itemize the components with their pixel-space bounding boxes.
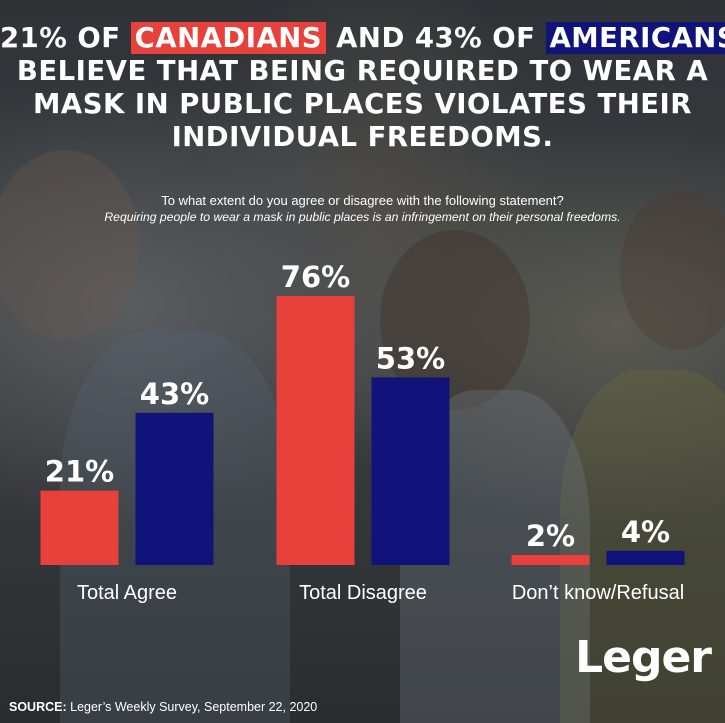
americans-highlight: AMERICANS	[545, 22, 725, 54]
data-label-americans-2: 53%	[376, 341, 445, 375]
source-note: SOURCE: Leger’s Weekly Survey, September…	[9, 700, 317, 714]
bar-canadians-1	[40, 490, 119, 565]
source-label: SOURCE:	[9, 700, 67, 714]
data-label-canadians-1: 21%	[45, 455, 114, 489]
data-label-canadians-3: 2%	[526, 519, 575, 553]
leger-logo: Leger	[575, 632, 712, 683]
headline-text: AND 43% OF	[326, 22, 546, 54]
background-photo-shape	[620, 190, 725, 350]
headline-line-1: 21% OF CANADIANS AND 43% OF AMERICANS	[0, 22, 725, 55]
bar-americans-1	[135, 412, 214, 565]
background-photo-shape	[0, 150, 140, 340]
survey-question: To what extent do you agree or disagree …	[0, 192, 725, 226]
data-label-canadians-2: 76%	[281, 260, 350, 294]
data-label-americans-1: 43%	[140, 377, 209, 411]
headline-line-4: INDIVIDUAL FREEDOMS.	[171, 121, 554, 153]
bar-americans-2	[371, 377, 450, 565]
source-text: Leger’s Weekly Survey, September 22, 202…	[66, 700, 318, 714]
bar-canadians-3	[511, 555, 590, 565]
bar-americans-3	[606, 550, 685, 565]
background-photo-shape	[560, 370, 725, 723]
category-label-3: Don’t know/Refusal	[512, 582, 684, 604]
data-label-americans-3: 4%	[621, 515, 670, 549]
category-label-1: Total Agree	[77, 582, 177, 604]
question-statement: Requiring people to wear a mask in publi…	[104, 210, 621, 224]
question-text: To what extent do you agree or disagree …	[161, 193, 564, 208]
category-label-2: Total Disagree	[299, 582, 427, 604]
headline-text: 21% OF	[0, 22, 131, 54]
canadians-highlight: CANADIANS	[130, 22, 327, 54]
headline: 21% OF CANADIANS AND 43% OF AMERICANS BE…	[0, 22, 725, 154]
headline-line-2: BELIEVE THAT BEING REQUIRED TO WEAR A	[16, 55, 709, 87]
bar-canadians-2	[276, 296, 355, 565]
headline-line-3: MASK IN PUBLIC PLACES VIOLATES THEIR	[33, 88, 692, 120]
